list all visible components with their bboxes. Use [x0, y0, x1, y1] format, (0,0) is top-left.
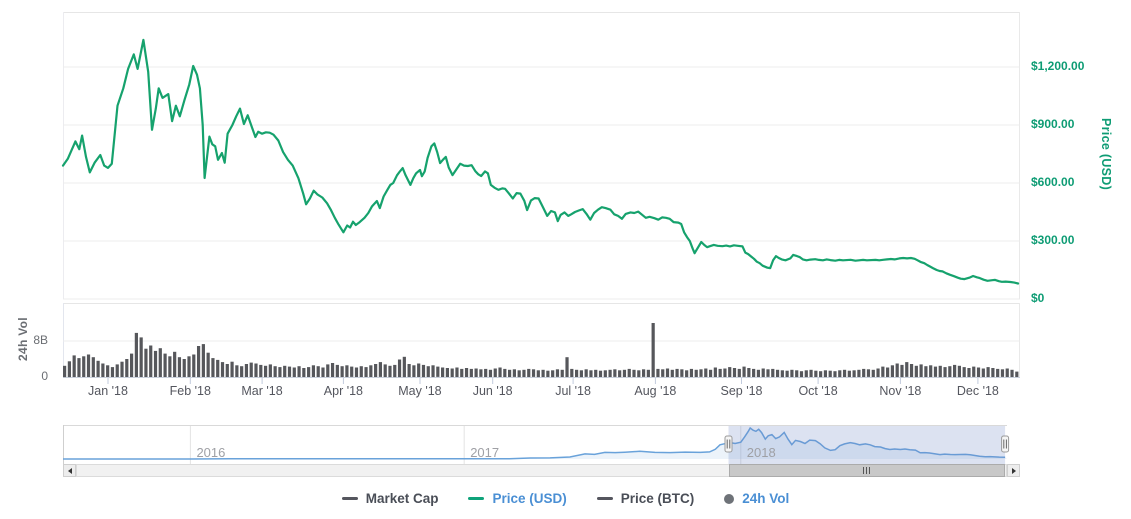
legend-dash-icon — [468, 497, 485, 500]
price-axis-tick-label: $1,200.00 — [1031, 59, 1085, 73]
legend-circle-icon — [724, 493, 735, 504]
navigator-year-label: 2017 — [470, 445, 500, 460]
volume-bar-chart[interactable] — [63, 303, 1020, 387]
navigator-left-handle[interactable] — [724, 435, 733, 453]
x-axis-label: Apr '18 — [323, 384, 363, 398]
price-axis-tick-label: $600.00 — [1031, 175, 1075, 189]
price-axis-title: Price (USD) — [1099, 118, 1113, 191]
x-axis-label: Jun '18 — [472, 384, 513, 398]
x-axis-label: Feb '18 — [169, 384, 211, 398]
x-axis-label: Nov '18 — [879, 384, 922, 398]
navigator-year-label: 2018 — [746, 445, 776, 460]
navigator-series-line — [63, 426, 1006, 460]
legend-label: Price (BTC) — [620, 491, 695, 506]
scrollbar-grip-icon — [869, 467, 871, 474]
price-axis-tick-label: $300.00 — [1031, 233, 1075, 247]
scrollbar-grip-icon — [866, 467, 868, 474]
scrollbar-grip-icon — [863, 467, 865, 474]
x-axis-label: Aug '18 — [634, 384, 677, 398]
chart-legend: Market Cap Price (USD) Price (BTC) 24h Vol — [0, 491, 1131, 506]
scroll-right-arrow-icon — [1011, 467, 1016, 474]
legend-item-24h-vol[interactable]: 24h Vol — [724, 491, 789, 506]
legend-item-price-usd-[interactable]: Price (USD) — [468, 491, 567, 506]
price-usd-line[interactable] — [61, 38, 1020, 285]
volume-axis-title: 24h Vol — [16, 317, 30, 361]
price-chart-plot-area[interactable] — [61, 12, 1020, 300]
x-axis-label: Mar '18 — [241, 384, 283, 398]
volume-axis-tick-label: 0 — [41, 369, 48, 383]
navigator-right-handle[interactable] — [1001, 435, 1010, 453]
legend-item-price-btc-[interactable]: Price (BTC) — [596, 491, 695, 506]
x-axis-label: Jul '18 — [555, 384, 591, 398]
legend-dash-icon — [341, 497, 358, 500]
legend-dash-icon — [596, 497, 613, 500]
x-axis-label: Oct '18 — [798, 384, 838, 398]
volume-axis-tick-label: 8B — [33, 333, 48, 347]
scroll-left-arrow-icon — [67, 467, 72, 474]
x-axis-label: Sep '18 — [720, 384, 763, 398]
x-axis-label: Jan '18 — [88, 384, 128, 398]
legend-item-market-cap[interactable]: Market Cap — [341, 491, 439, 506]
volume-bars[interactable] — [63, 323, 1019, 378]
scrollbar-right-button[interactable] — [1007, 464, 1020, 477]
scrollbar-thumb[interactable] — [728, 464, 1006, 477]
legend-label: Price (USD) — [492, 491, 567, 506]
scrollbar-left-button[interactable] — [63, 464, 76, 477]
legend-label: 24h Vol — [742, 491, 790, 506]
price-axis-tick-label: $0 — [1031, 291, 1045, 305]
x-axis-label: Dec '18 — [956, 384, 999, 398]
x-axis-label: May '18 — [398, 384, 442, 398]
range-navigator[interactable] — [63, 425, 1010, 464]
legend-label: Market Cap — [365, 491, 439, 506]
navigator-year-label: 2016 — [196, 445, 226, 460]
price-axis-tick-label: $900.00 — [1031, 117, 1075, 131]
navigator-selected-range[interactable] — [728, 426, 1006, 464]
